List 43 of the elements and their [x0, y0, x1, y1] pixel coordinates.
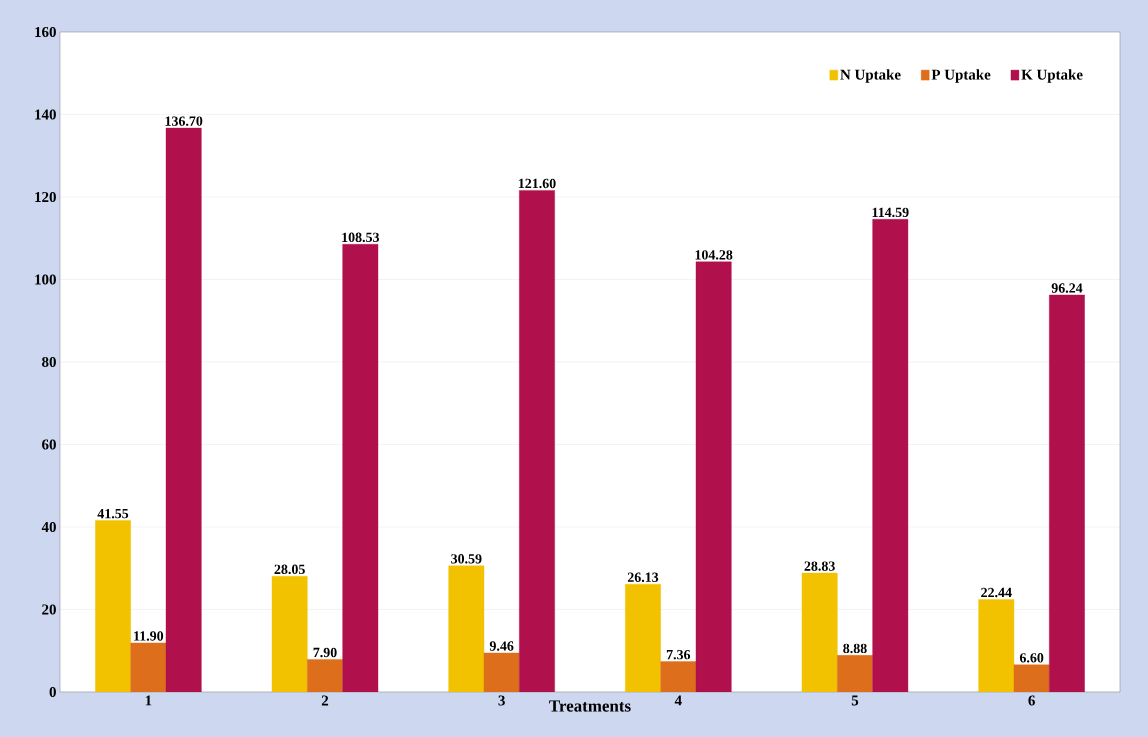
- data-label: 121.60: [518, 178, 556, 189]
- y-tick-label: 140: [35, 109, 56, 120]
- data-label: 28.83: [804, 561, 835, 571]
- data-label: 114.59: [872, 207, 909, 218]
- x-tick-label: 5: [851, 695, 859, 706]
- y-tick-label: 40: [41, 521, 56, 533]
- data-label: 26.13: [627, 572, 659, 582]
- bar: [660, 661, 697, 692]
- data-label: 9.46: [489, 641, 514, 651]
- y-tick-label: 160: [35, 26, 56, 38]
- data-label: 7.36: [666, 649, 691, 660]
- data-label: 6.60: [1019, 653, 1044, 663]
- bar: [1013, 664, 1050, 692]
- x-tick-label: 1: [145, 695, 152, 706]
- data-label: 136.70: [165, 116, 203, 126]
- y-tick-label: 100: [35, 274, 56, 285]
- x-tick-label: 3: [498, 695, 505, 706]
- x-axis-title: Treatments: [549, 700, 631, 712]
- bar: [483, 652, 520, 692]
- x-tick-label: 2: [321, 695, 329, 706]
- data-label: 96.24: [1051, 283, 1083, 293]
- bar: [837, 655, 873, 692]
- bar: [307, 659, 343, 692]
- data-label: 104.28: [695, 250, 733, 260]
- data-label: 7.90: [313, 647, 337, 658]
- y-tick-label: 60: [42, 439, 56, 450]
- data-label: 22.44: [981, 587, 1012, 598]
- legend-label: K Uptake: [1021, 69, 1083, 83]
- legend-label: P Uptake: [931, 69, 991, 83]
- x-tick-label: 6: [1028, 695, 1035, 706]
- y-tick-label: 80: [42, 356, 56, 368]
- data-label: 28.05: [274, 564, 305, 575]
- data-label: 41.55: [97, 508, 129, 519]
- bar: [130, 642, 167, 692]
- y-tick-label: 120: [35, 191, 56, 203]
- y-tick-label: 0: [49, 686, 56, 698]
- y-tick-label: 20: [42, 604, 56, 615]
- data-label: 30.59: [451, 554, 482, 564]
- legend-label: N Uptake: [840, 69, 901, 83]
- x-tick-label: 4: [674, 695, 682, 706]
- data-label: 108.53: [342, 232, 380, 243]
- data-label: 11.90: [134, 631, 164, 641]
- data-label: 8.88: [843, 643, 867, 654]
